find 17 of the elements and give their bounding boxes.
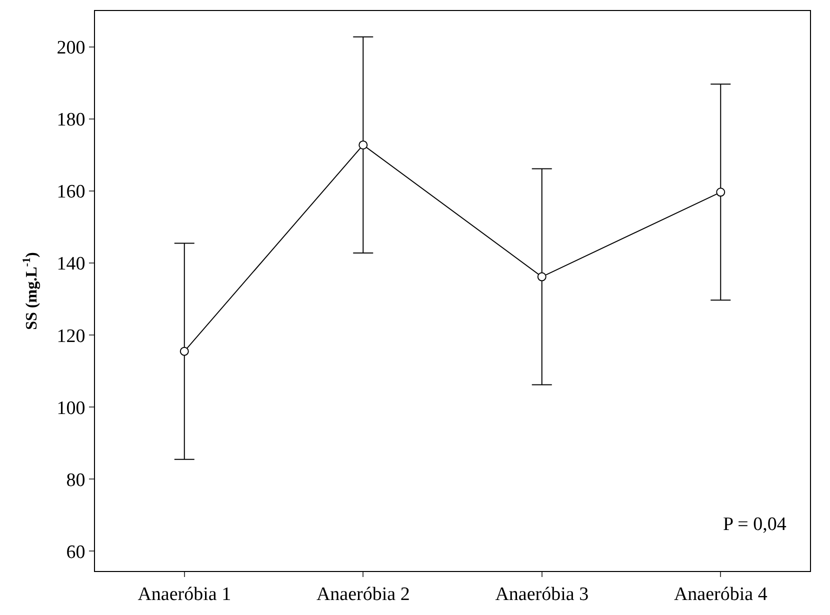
y-tick-label: 80 (66, 470, 86, 491)
annotation: P = 0,04 (723, 514, 787, 535)
y-tick-label: 200 (56, 38, 86, 59)
y-tick-label: 140 (56, 254, 86, 275)
x-tick-label: Anaeróbia 3 (495, 584, 589, 605)
point (716, 188, 726, 197)
x-tick-label: Anaeróbia 4 (674, 584, 768, 605)
y-tick-label: 120 (56, 326, 86, 347)
point (180, 346, 189, 356)
point (537, 272, 546, 282)
y-tick-label: 160 (56, 182, 86, 203)
point (358, 140, 368, 150)
y-tick-label: 180 (56, 110, 86, 131)
y-tick-label: 100 (56, 398, 86, 419)
x-tick-label: Anaeróbia 2 (316, 584, 410, 605)
y-tick-label: 60 (66, 542, 86, 563)
x-tick-label: Anaeróbia 1 (138, 584, 232, 605)
